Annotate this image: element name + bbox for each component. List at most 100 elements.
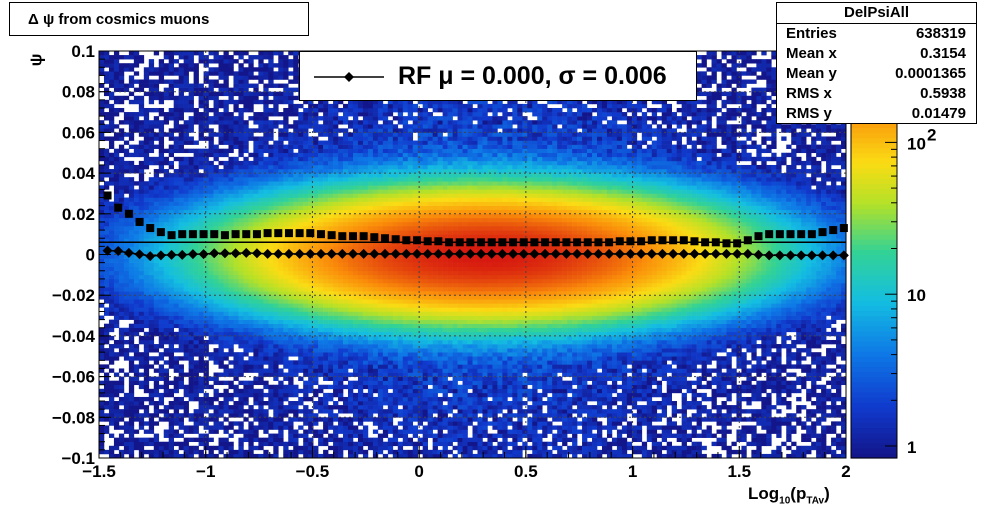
heat-cell [133, 71, 140, 76]
heat-cell [168, 177, 174, 182]
heat-cell [103, 274, 110, 280]
heat-cell [313, 295, 319, 300]
heat-cell [303, 270, 309, 276]
heat-cell [143, 274, 150, 280]
heat-cell [183, 234, 189, 239]
heat-cell [367, 307, 374, 312]
heat-cell [362, 449, 369, 455]
heat-cell [183, 413, 189, 418]
heat-cell [138, 95, 145, 101]
heat-cell [153, 368, 160, 373]
heat-cell [188, 173, 194, 178]
heat-cell [357, 392, 364, 398]
heat-cell [198, 270, 204, 276]
heat-cell [372, 221, 379, 227]
heat-cell [243, 79, 249, 84]
heat-cell [178, 368, 184, 373]
heat-cell [183, 197, 189, 202]
heat-cell [158, 181, 165, 186]
heat-cell [148, 339, 155, 345]
heat-cell [382, 213, 389, 219]
heat-cell [328, 160, 334, 166]
heat-cell [318, 331, 324, 337]
heat-cell [133, 148, 140, 154]
heat-cell [128, 295, 135, 300]
heat-cell [357, 295, 364, 300]
heat-cell [273, 287, 279, 292]
heat-cell [138, 437, 145, 443]
heat-cell [357, 364, 364, 369]
heat-cell [343, 429, 349, 434]
heat-cell [278, 254, 284, 259]
heat-cell [99, 295, 105, 300]
heat-cell [143, 368, 150, 373]
heat-cell [348, 433, 354, 438]
heat-cell [193, 160, 199, 166]
heat-cell [123, 164, 130, 170]
heat-cell [293, 221, 299, 227]
heat-cell [99, 230, 105, 235]
heat-cell [143, 246, 150, 251]
heat-cell [128, 274, 135, 280]
heat-cell [268, 55, 274, 60]
heat-cell [313, 103, 319, 109]
heat-cell [263, 270, 269, 276]
heat-cell [367, 164, 374, 170]
heat-cell [99, 335, 105, 341]
heat-cell [328, 136, 334, 141]
heat-cell [243, 287, 249, 292]
heat-cell [357, 303, 364, 308]
heat-cell [228, 55, 234, 60]
heat-cell [198, 103, 204, 109]
heat-cell [163, 193, 170, 198]
heat-cell [268, 124, 274, 129]
heat-cell [248, 83, 254, 88]
heat-cell [243, 177, 249, 182]
heat-cell [333, 107, 339, 113]
heat-cell [343, 417, 349, 422]
heat-cell [313, 217, 319, 223]
heat-cell [193, 221, 199, 227]
heat-cell [258, 270, 264, 276]
heat-cell [362, 128, 369, 133]
heat-cell [263, 307, 269, 312]
heat-cell [352, 181, 359, 186]
heat-cell [273, 282, 279, 288]
heat-cell [243, 193, 249, 198]
heat-cell [253, 242, 259, 247]
heat-cell [308, 376, 314, 381]
heat-cell [198, 287, 204, 292]
heat-cell [233, 140, 239, 145]
heat-cell [323, 213, 329, 219]
heat-cell [123, 331, 130, 337]
heat-cell [188, 201, 194, 206]
heat-cell [178, 55, 184, 60]
heat-cell [303, 392, 309, 398]
heat-cell [362, 132, 369, 137]
heat-cell [288, 339, 294, 345]
heat-cell [228, 173, 234, 178]
heat-cell [223, 164, 229, 170]
heat-cell [228, 181, 234, 186]
heat-cell [203, 152, 209, 158]
heat-cell [263, 282, 269, 288]
heat-cell [283, 226, 289, 231]
heat-cell [153, 185, 160, 190]
heat-cell [382, 384, 389, 390]
heat-cell [278, 226, 284, 231]
heat-cell [123, 396, 130, 402]
heat-cell [203, 128, 209, 133]
heat-cell [357, 205, 364, 211]
heat-cell [188, 352, 194, 357]
heat-cell [318, 278, 324, 284]
heat-cell [268, 327, 274, 333]
heat-cell [303, 136, 309, 141]
heat-cell [153, 356, 160, 361]
heat-cell [198, 124, 204, 129]
heat-cell [123, 152, 130, 158]
heat-cell [233, 177, 239, 182]
heat-cell [193, 91, 199, 97]
heat-cell [382, 107, 389, 113]
heat-cell [343, 148, 349, 154]
heat-cell [168, 445, 174, 451]
